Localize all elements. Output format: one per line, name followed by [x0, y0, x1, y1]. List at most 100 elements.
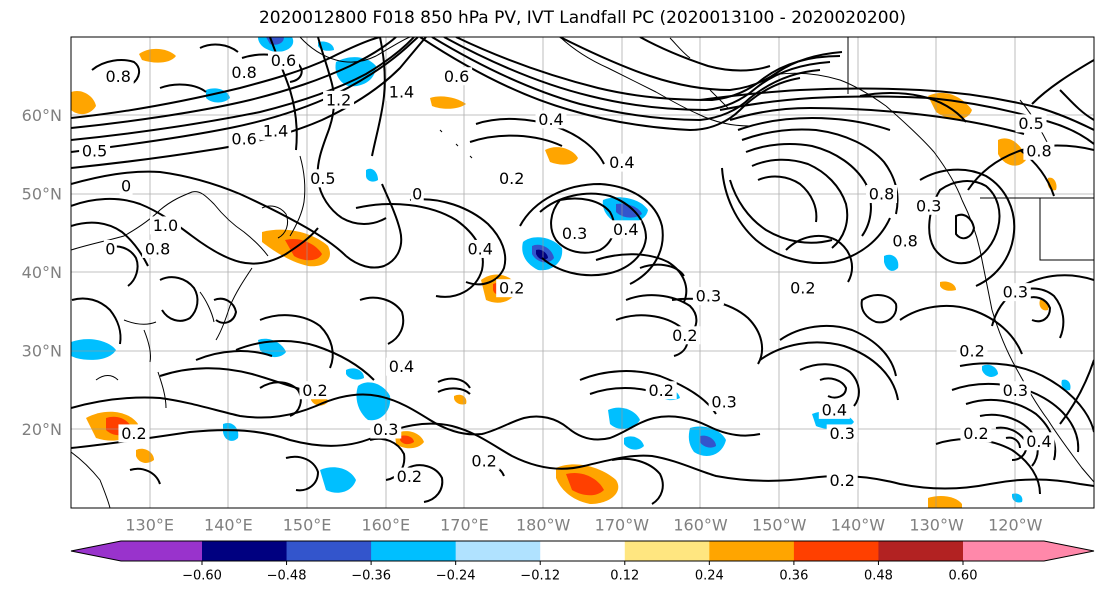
contour-labels: 0.8 0.80.61.2 1.40.61.40.60.50.501.00.8000… — [79, 51, 1055, 490]
contour-label: 0.4 — [822, 400, 847, 419]
longitude-label: 130°W — [909, 516, 964, 535]
colorbar-under-arrow — [71, 541, 202, 561]
contour-label-halo — [999, 283, 1031, 302]
contour-label-halo — [692, 287, 724, 306]
contour-label: 0.2 — [302, 381, 327, 400]
contour-label-halo — [386, 357, 418, 376]
contour-label-halo — [787, 279, 819, 298]
contour-label-halo — [1023, 432, 1055, 451]
latitude-label: 30°N — [22, 342, 62, 361]
contour-label-halo — [468, 451, 500, 470]
longitude-label: 140°W — [831, 516, 886, 535]
contour-label: 1.2 — [326, 90, 351, 109]
contour-label-halo — [1015, 114, 1047, 133]
contour-label: 0.4 — [389, 357, 414, 376]
contour-label: 0.5 — [310, 169, 335, 188]
contour-label-halo — [464, 239, 496, 258]
contour-label: 0.2 — [648, 381, 673, 400]
contour-label: 0.4 — [613, 220, 638, 239]
contour-label: 1.4 — [263, 122, 288, 141]
contour-label: 1.4 — [389, 82, 414, 101]
colorbar-tick-label: −0.24 — [436, 569, 476, 584]
contour-label-halo — [149, 216, 181, 235]
contour-label-halo — [535, 110, 567, 129]
map-title: 2020012800 F018 850 hPa PV, IVT Landfall… — [258, 8, 906, 28]
contour-label: 0.3 — [696, 287, 721, 306]
contour-label: 0 — [105, 239, 115, 258]
colorbar-over-arrow — [963, 541, 1094, 561]
colorbar-tick-label: 0.48 — [864, 569, 893, 584]
contour-label: 1.0 — [153, 216, 178, 235]
contour-label-halo — [866, 185, 898, 203]
colorbar-outline — [70, 540, 1095, 562]
contour-label-halo — [610, 220, 642, 239]
latitude-label: 20°N — [22, 420, 62, 439]
contour-label-halo — [606, 153, 638, 172]
map-frame — [70, 36, 1095, 509]
longitude-labels: 130°E 140°E 150°E 160°E 170°E 180°W 170°W 160°W… — [125, 516, 1042, 535]
latitude-label: 60°N — [22, 106, 62, 125]
contour-label: 0.8 — [1026, 141, 1051, 160]
contour-label-halo — [79, 141, 111, 160]
contour-label-halo — [496, 279, 528, 298]
contour-label: 0 — [412, 185, 422, 204]
contour-label: 0.2 — [471, 451, 496, 470]
contour-label-halo — [228, 63, 260, 82]
pv-shading — [71, 37, 1071, 508]
contour-label-halo — [142, 239, 174, 258]
colorbar-segment — [878, 541, 964, 561]
contour-label-halo — [260, 122, 292, 141]
longitude-label: 150°E — [283, 516, 332, 535]
contour-label-halo — [1023, 141, 1055, 160]
colorbar-segment — [624, 541, 710, 561]
contour-label-halo — [228, 130, 260, 149]
longitude-label: 160°E — [361, 516, 410, 535]
contour-label: 0 — [121, 177, 131, 196]
contour-label: 0.3 — [829, 424, 854, 443]
colorbar-tick-label: 0.12 — [610, 569, 639, 584]
contour-label: 0.3 — [711, 393, 736, 412]
longitude-label: 170°E — [440, 516, 489, 535]
colorbar-segment — [286, 541, 372, 561]
contour-label-halo — [559, 224, 591, 243]
contour-label-halo — [393, 467, 425, 486]
contour-label-halo — [913, 196, 945, 215]
contour-label: 0.2 — [397, 467, 422, 486]
contour-label: 0.2 — [499, 279, 524, 298]
colorbar-tick-label: −0.12 — [520, 569, 560, 584]
contour-label: 0.3 — [562, 224, 587, 243]
colorbar: −0.60 −0.48 −0.36 −0.24 −0.12 0.12 0.24 0.36 0.4… — [70, 540, 1095, 584]
contour-label: 0.8 — [105, 67, 130, 86]
contour-label-halo — [826, 471, 858, 490]
contour-label: 0.8 — [231, 63, 256, 82]
contour-label-halo — [889, 232, 921, 251]
contour-label: 0.2 — [963, 424, 988, 443]
contour-label: 0.3 — [916, 196, 941, 215]
colorbar-segment — [455, 541, 541, 561]
colorbar-segment — [709, 541, 795, 561]
longitude-label: 180°W — [516, 516, 571, 535]
contour-label-halo — [370, 420, 402, 439]
colorbar-tick-label: 0.24 — [695, 569, 724, 584]
contour-label-halo — [669, 326, 701, 345]
contour-label-halo — [118, 424, 150, 443]
contour-label: 0.4 — [609, 153, 634, 172]
longitude-label: 140°E — [204, 516, 253, 535]
longitude-label: 170°W — [595, 516, 650, 535]
colorbar-segment — [540, 541, 626, 561]
contour-label-halo — [960, 424, 992, 443]
contour-label: 0.6 — [231, 130, 256, 149]
latitude-labels: 60°N 50°N 40°N 30°N 20°N — [22, 106, 62, 439]
contour-label-halo — [496, 169, 528, 188]
colorbar-tick-label: −0.60 — [182, 569, 222, 584]
contour-label: 0.6 — [444, 67, 469, 86]
contour-label-halo — [441, 67, 473, 86]
contour-label-halo — [307, 169, 339, 188]
longitude-label: 130°E — [125, 516, 174, 535]
contour-label: 0.2 — [499, 169, 524, 188]
colorbar-tick-label: 0.60 — [949, 569, 978, 584]
contour-label: 0.8 — [869, 185, 894, 204]
contour-label: 0.5 — [1018, 114, 1043, 133]
contour-label-halo — [119, 177, 133, 196]
